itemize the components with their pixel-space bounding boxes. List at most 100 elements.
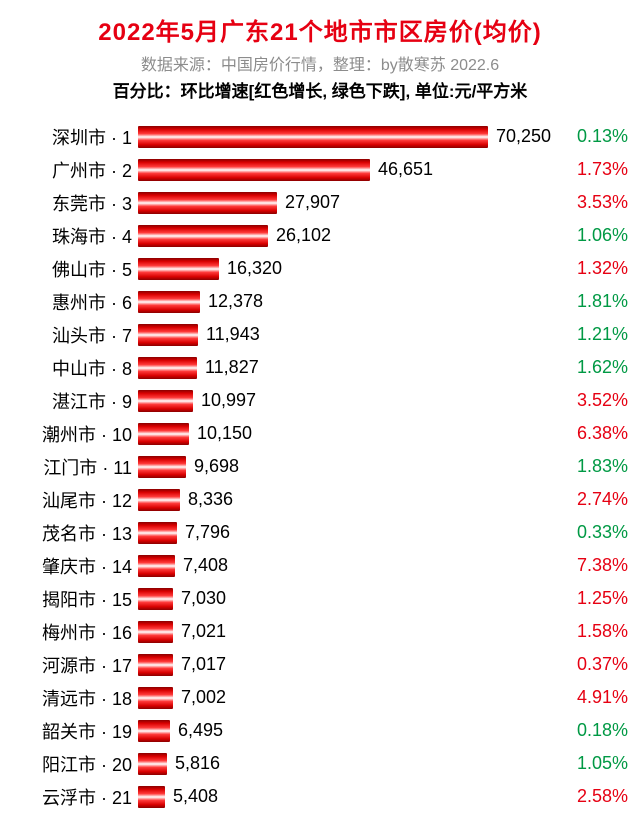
bar: [138, 357, 197, 379]
value-label: 5,408: [173, 786, 218, 807]
bar-cell: 10,997: [138, 390, 256, 412]
pct-label: 1.73%: [577, 159, 630, 180]
table-row: 梅州市 · 16 7,021 1.58%: [10, 615, 630, 648]
table-row: 佛山市 · 5 16,320 1.32%: [10, 252, 630, 285]
table-row: 江门市 · 119,6981.83%: [10, 450, 630, 483]
bar-cell: 10,150: [138, 423, 252, 445]
bar: [138, 753, 167, 775]
bar: [138, 522, 177, 544]
bar: [138, 291, 200, 313]
bar-cell: 8,336: [138, 489, 233, 511]
value-label: 11,827: [205, 357, 259, 378]
table-row: 湛江市 · 910,9973.52%: [10, 384, 630, 417]
city-label: 阳江市 · 20: [10, 751, 138, 777]
value-label: 7,408: [183, 555, 228, 576]
value-label: 7,021: [181, 621, 226, 642]
value-label: 7,796: [185, 522, 230, 543]
chart-note: 百分比：环比增速[红色增长, 绿色下跌], 单位:元/平方米: [10, 77, 630, 102]
table-row: 阳江市 · 205,8161.05%: [10, 747, 630, 780]
pct-label: 3.53%: [577, 192, 630, 213]
chart-rows: 深圳市 · 170,2500.13%广州市 · 246,6511.73%东莞市 …: [10, 120, 630, 813]
bar: [138, 159, 370, 181]
bar: [138, 687, 173, 709]
table-row: 汕尾市 · 12 8,336 2.74%: [10, 483, 630, 516]
bar: [138, 555, 175, 577]
bar: [138, 192, 277, 214]
bar-cell: 70,250: [138, 126, 551, 148]
bar-cell: 27,907: [138, 192, 340, 214]
bar: [138, 489, 180, 511]
city-label: 佛山市 · 5: [10, 256, 138, 282]
value-label: 9,698: [194, 456, 239, 477]
bar-cell: 26,102: [138, 225, 331, 247]
bar-cell: 16,320: [138, 258, 282, 280]
value-label: 26,102: [276, 225, 331, 246]
pct-label: 2.58%: [577, 786, 630, 807]
city-label: 江门市 · 11: [10, 454, 138, 480]
bar: [138, 720, 170, 742]
bar: [138, 423, 189, 445]
table-row: 揭阳市 · 15 7,030 1.25%: [10, 582, 630, 615]
bar-cell: 11,827: [138, 357, 259, 379]
bar-cell: 7,002: [138, 687, 226, 709]
pct-label: 1.58%: [577, 621, 630, 642]
city-label: 揭阳市 · 15: [10, 586, 138, 612]
city-label: 清远市 · 18: [10, 685, 138, 711]
table-row: 清远市 · 187,002 4.91%: [10, 681, 630, 714]
city-label: 肇庆市 · 14: [10, 553, 138, 579]
bar: [138, 456, 186, 478]
city-label: 梅州市 · 16: [10, 619, 138, 645]
pct-label: 6.38%: [577, 423, 630, 444]
table-row: 潮州市 · 10 10,150 6.38%: [10, 417, 630, 450]
table-row: 广州市 · 246,6511.73%: [10, 153, 630, 186]
value-label: 7,030: [181, 588, 226, 609]
city-label: 珠海市 · 4: [10, 223, 138, 249]
city-label: 潮州市 · 10: [10, 421, 138, 447]
city-label: 云浮市 · 21: [10, 784, 138, 810]
bar-cell: 12,378: [138, 291, 263, 313]
pct-label: 1.25%: [577, 588, 630, 609]
city-label: 河源市 · 17: [10, 652, 138, 678]
value-label: 16,320: [227, 258, 282, 279]
bar-cell: 7,408: [138, 555, 228, 577]
table-row: 云浮市 · 21 5,408 2.58%: [10, 780, 630, 813]
pct-label: 7.38%: [577, 555, 630, 576]
city-label: 韶关市 · 19: [10, 718, 138, 744]
bar: [138, 225, 268, 247]
pct-label: 1.06%: [577, 225, 630, 246]
table-row: 肇庆市 · 14 7,408 7.38%: [10, 549, 630, 582]
city-label: 深圳市 · 1: [10, 124, 138, 150]
chart-container: 2022年5月广东21个地市市区房价(均价) 数据来源：中国房价行情，整理：by…: [0, 0, 640, 831]
pct-label: 1.32%: [577, 258, 630, 279]
bar: [138, 390, 193, 412]
bar: [138, 126, 488, 148]
bar: [138, 786, 165, 808]
pct-label: 2.74%: [577, 489, 630, 510]
value-label: 7,017: [181, 654, 226, 675]
bar-cell: 7,017: [138, 654, 226, 676]
city-label: 茂名市 · 13: [10, 520, 138, 546]
city-label: 湛江市 · 9: [10, 388, 138, 414]
city-label: 汕尾市 · 12: [10, 487, 138, 513]
bar-cell: 46,651: [138, 159, 433, 181]
value-label: 8,336: [188, 489, 233, 510]
value-label: 46,651: [378, 159, 433, 180]
pct-label: 1.21%: [577, 324, 630, 345]
value-label: 11,943: [206, 324, 260, 345]
pct-label: 1.62%: [577, 357, 630, 378]
bar-cell: 11,943: [138, 324, 260, 346]
table-row: 惠州市 · 612,3781.81%: [10, 285, 630, 318]
value-label: 27,907: [285, 192, 340, 213]
bar-cell: 5,408: [138, 786, 218, 808]
value-label: 6,495: [178, 720, 223, 741]
table-row: 东莞市 · 327,9073.53%: [10, 186, 630, 219]
table-row: 茂名市 · 137,7960.33%: [10, 516, 630, 549]
bar-cell: 5,816: [138, 753, 220, 775]
table-row: 韶关市 · 196,4950.18%: [10, 714, 630, 747]
city-label: 汕头市 · 7: [10, 322, 138, 348]
value-label: 12,378: [208, 291, 263, 312]
value-label: 10,150: [197, 423, 252, 444]
pct-label: 4.91%: [577, 687, 630, 708]
bar-cell: 9,698: [138, 456, 239, 478]
bar: [138, 324, 198, 346]
